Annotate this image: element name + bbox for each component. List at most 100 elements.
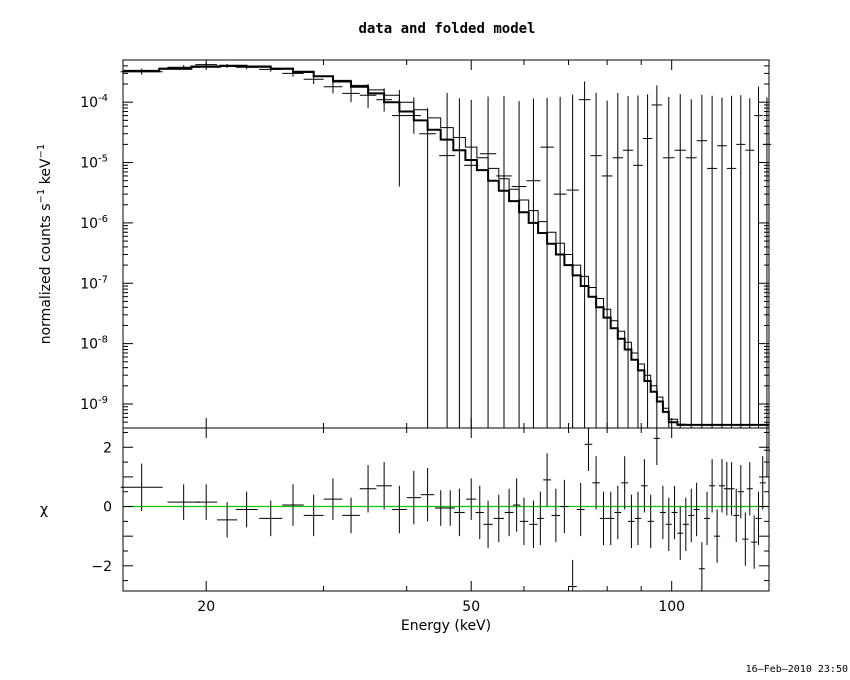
folded-model-step-thin	[123, 66, 769, 426]
residual-point	[235, 491, 258, 528]
top-y-axis-label: normalized counts s−1 keV−1	[36, 144, 54, 345]
residual-point	[529, 500, 538, 549]
residual-point	[475, 485, 484, 540]
data-point	[511, 101, 527, 428]
residual-point	[709, 459, 716, 513]
residual-point	[391, 485, 407, 534]
data-point	[540, 97, 554, 428]
residual-point	[483, 500, 493, 549]
bottom-panel: 20−2 20 50 100 χ Energy (keV)	[40, 427, 770, 634]
y-tick-label: 10-6	[80, 214, 108, 232]
residual-point	[120, 463, 163, 511]
residual-point	[592, 456, 600, 510]
residual-point	[376, 462, 392, 510]
chart-title: data and folded model	[358, 21, 535, 37]
residual-point	[614, 485, 622, 540]
residual-crosses	[120, 428, 770, 591]
y-tick-label: 10-8	[80, 335, 108, 353]
residual-point	[519, 497, 529, 546]
residual-point	[714, 509, 721, 563]
data-point	[633, 95, 643, 428]
residual-point	[466, 478, 477, 520]
residual-point	[599, 491, 608, 546]
residual-point	[493, 494, 505, 543]
residual-point	[512, 478, 521, 532]
residual-point	[693, 482, 700, 537]
residual-point	[536, 491, 544, 546]
data-point	[439, 92, 456, 428]
residual-point	[323, 478, 343, 520]
data-point	[662, 96, 675, 428]
residual-point	[682, 497, 689, 551]
residual-point	[435, 490, 447, 526]
residual-point	[653, 428, 660, 466]
residual-point	[759, 456, 766, 510]
residual-point	[704, 491, 711, 546]
residual-point	[688, 488, 695, 543]
x-axis-label: Energy (keV)	[401, 618, 491, 634]
data-point	[642, 94, 653, 428]
folded-model-step	[123, 64, 769, 426]
residual-point	[607, 491, 615, 546]
data-point	[717, 97, 727, 428]
bottom-panel-ticks	[123, 428, 769, 591]
data-point	[479, 96, 497, 428]
residual-point	[445, 490, 455, 526]
data-point	[419, 108, 436, 428]
top-panel-ticks	[123, 59, 769, 429]
data-point	[674, 94, 686, 428]
y-tick-label: 10-9	[80, 395, 108, 413]
x-tick-labels: 20 50 100	[197, 599, 685, 615]
top-y-tick-labels: 10-4 10-5 10-6 10-7 10-8 10-9	[80, 93, 108, 413]
residual-point	[677, 506, 684, 560]
residual-point	[420, 468, 435, 522]
residual-point	[504, 488, 514, 537]
top-panel: 10-4 10-5 10-6 10-7 10-8 10-9 normalized coun…	[36, 59, 772, 429]
data-point	[578, 81, 591, 428]
data-point	[623, 96, 634, 428]
x-tick-label: 50	[462, 599, 480, 615]
residual-point	[454, 488, 465, 537]
data-point	[553, 96, 567, 428]
data-point	[496, 96, 512, 428]
timestamp: 16–Feb–2010 23:50	[746, 664, 848, 675]
residual-point	[568, 559, 577, 591]
x-tick-label: 100	[658, 599, 685, 615]
x-tick-label: 20	[197, 599, 215, 615]
data-point	[590, 92, 602, 428]
residual-point	[551, 488, 561, 543]
residual-point	[728, 462, 735, 516]
residual-point	[698, 542, 705, 591]
residual-point	[282, 484, 304, 526]
residual-point	[195, 484, 218, 520]
residual-point	[742, 512, 749, 566]
data-point	[696, 94, 708, 428]
y-tick-label: 10-4	[80, 93, 108, 111]
data-point	[453, 98, 466, 428]
residual-point	[342, 497, 360, 534]
residual-point	[584, 428, 593, 471]
data-point	[736, 95, 746, 428]
data-point	[745, 98, 755, 428]
residual-y-axis-label: χ	[40, 502, 48, 518]
residual-point	[576, 482, 585, 537]
data-point	[601, 100, 613, 428]
bottom-panel-frame	[122, 427, 770, 592]
residual-point	[665, 497, 672, 551]
data-point	[707, 95, 718, 428]
y-tick-label: 10-5	[80, 154, 108, 172]
residual-point	[641, 459, 648, 513]
residual-point	[733, 488, 740, 543]
residual-point	[543, 453, 551, 507]
residual-point	[718, 459, 725, 513]
residual-point	[737, 465, 744, 519]
residual-point	[259, 500, 283, 537]
top-panel-frame	[122, 59, 770, 429]
data-point	[726, 95, 737, 428]
residual-point	[746, 462, 753, 516]
residual-point	[671, 485, 678, 540]
residual-point	[560, 479, 569, 534]
residual-point	[628, 494, 635, 549]
data-point	[464, 99, 479, 428]
